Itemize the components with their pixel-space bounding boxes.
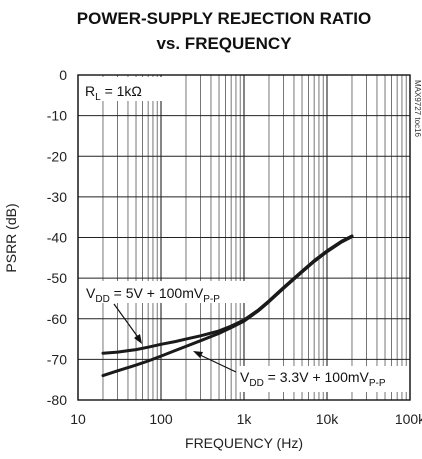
condition-sub: L — [95, 92, 101, 103]
x-tick-label: 10 — [70, 411, 86, 427]
annotation-33v-bg — [237, 366, 409, 392]
y-tick-label: 0 — [59, 67, 67, 83]
annotation-5v-sub2: P-P — [203, 294, 220, 305]
y-tick-label: -80 — [47, 392, 67, 408]
annotation-5v-pre: V — [86, 285, 96, 301]
annotation-33v-mid: = 3.3V + 100mV — [264, 369, 370, 385]
condition-label: RL = 1kΩ — [85, 83, 142, 103]
y-tick-label: -70 — [47, 351, 67, 367]
chart-title-line1: POWER-SUPPLY REJECTION RATIO — [77, 9, 371, 28]
y-tick-label: -20 — [47, 148, 67, 164]
annotation-33v: VDD = 3.3V + 100mVP-P — [240, 369, 386, 389]
x-tick-label: 1k — [237, 411, 253, 427]
y-tick-labels: 0 -10 -20 -30 -40 -50 -60 -70 -80 — [47, 67, 67, 408]
annotation-33v-pre: V — [240, 369, 250, 385]
x-tick-labels: 10 100 1k 10k 100k — [70, 411, 422, 427]
series-group — [101, 234, 354, 378]
annotation-33v-sub2: P-P — [369, 378, 386, 389]
y-axis-label: PSRR (dB) — [3, 203, 19, 272]
x-axis-label: FREQUENCY (Hz) — [185, 435, 303, 451]
annotation-5v-mid: = 5V + 100mV — [110, 285, 204, 301]
figure-id-label: MAX9727 toc16 — [413, 80, 422, 137]
annotation-33v-arrow — [197, 353, 237, 373]
x-tick-label: 10k — [316, 411, 340, 427]
plot-frame — [77, 74, 411, 401]
annotation-5v-sub1: DD — [95, 294, 109, 305]
x-tick-label: 100 — [149, 411, 173, 427]
condition-box — [80, 77, 162, 101]
annotation-33v-arrowhead — [193, 351, 203, 358]
condition-main: R — [85, 83, 95, 99]
x-tick-label: 100k — [395, 411, 422, 427]
series-line-2 — [101, 235, 354, 378]
annotation-5v-arrow — [113, 303, 141, 341]
condition-rest: = 1kΩ — [101, 83, 142, 99]
annotation-5v-bg — [82, 281, 252, 303]
y-tick-label: -30 — [47, 189, 67, 205]
y-tick-label: -50 — [47, 270, 67, 286]
y-tick-label: -10 — [47, 108, 67, 124]
annotation-33v-sub1: DD — [249, 378, 263, 389]
y-tick-label: -60 — [47, 311, 67, 327]
annotation-5v: VDD = 5V + 100mVP-P — [86, 285, 220, 305]
chart-title-line2: vs. FREQUENCY — [156, 34, 292, 53]
annotation-5v-arrowhead — [134, 334, 142, 344]
y-tick-label: -40 — [47, 230, 67, 246]
